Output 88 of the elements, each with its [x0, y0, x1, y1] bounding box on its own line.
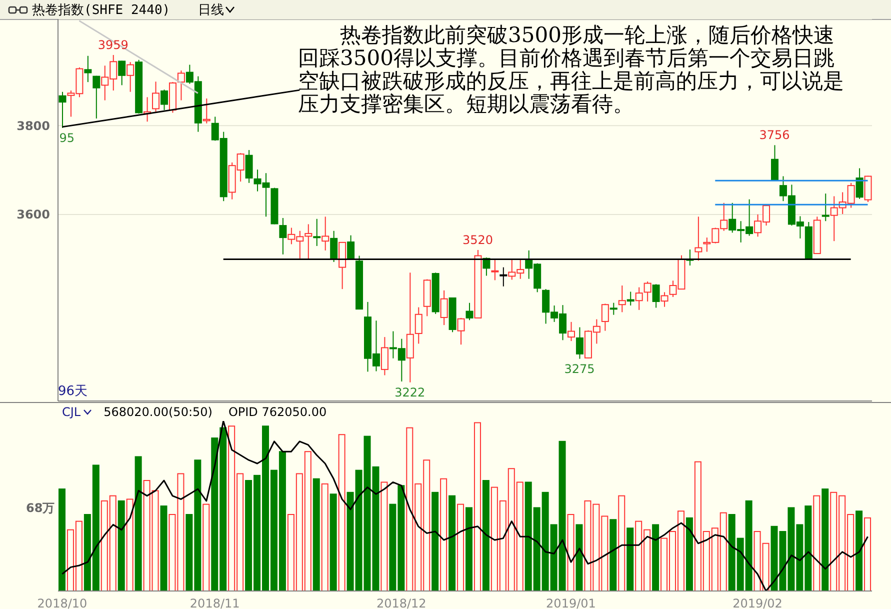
bar — [380, 482, 388, 591]
candlestick — [313, 218, 321, 246]
candlestick — [694, 216, 702, 262]
x-tick-label: 2019/02 — [732, 596, 782, 609]
annotation: 3275 — [564, 362, 595, 376]
candlestick — [864, 175, 872, 203]
candlestick — [118, 60, 126, 86]
candlestick — [347, 234, 355, 260]
candlestick — [152, 81, 160, 112]
bar — [813, 495, 820, 591]
candlestick — [491, 258, 499, 281]
x-tick-label: 2018/12 — [376, 596, 426, 609]
bar — [440, 478, 448, 591]
bar — [134, 456, 142, 591]
candlestick — [440, 290, 448, 326]
candlestick — [457, 317, 465, 346]
bar — [330, 494, 337, 591]
bar — [466, 507, 472, 591]
annotation: 3520 — [462, 232, 493, 247]
candlestick — [601, 303, 609, 332]
bar — [126, 498, 134, 591]
candlestick — [500, 266, 508, 287]
candlestick — [406, 272, 414, 383]
candlestick — [126, 62, 134, 92]
candlestick — [160, 89, 168, 111]
bar — [448, 495, 456, 591]
candlestick — [660, 292, 668, 308]
bar — [432, 492, 439, 591]
candlestick — [610, 302, 618, 316]
candlestick — [822, 193, 830, 222]
bar — [864, 517, 872, 591]
annotation: 96天 — [58, 383, 88, 400]
candlestick — [279, 217, 287, 255]
x-tick-label: 2018/10 — [37, 596, 88, 609]
bar — [626, 528, 634, 591]
y-tick-label: 3800 — [16, 118, 50, 133]
candlestick — [771, 144, 778, 181]
annotation: 95 — [59, 130, 75, 145]
annotation: 3959 — [98, 38, 128, 52]
bar — [686, 517, 693, 591]
candlestick — [635, 286, 643, 310]
chart-title: 热卷指数(SHFE 2440) — [32, 2, 170, 18]
chart-subtitle: 日线 — [198, 2, 224, 18]
bar — [618, 495, 626, 591]
bar — [321, 483, 328, 591]
candlestick — [202, 98, 210, 124]
candlestick — [644, 281, 652, 302]
chart-title: CJL — [62, 405, 81, 419]
bar — [652, 524, 660, 591]
text: 68万 — [26, 500, 55, 517]
candlestick — [177, 70, 185, 101]
bar — [474, 422, 481, 591]
annotation: 3756 — [759, 128, 790, 142]
candlestick — [652, 284, 660, 308]
bar — [856, 510, 863, 591]
candlestick — [856, 168, 864, 200]
bar — [576, 524, 583, 591]
bar — [822, 488, 829, 591]
candlestick — [58, 91, 66, 128]
bar — [58, 488, 66, 591]
bar — [567, 514, 574, 591]
candlestick — [414, 306, 422, 344]
bar — [610, 519, 617, 591]
candlestick — [330, 230, 338, 262]
candlestick — [618, 285, 626, 313]
candlestick — [380, 336, 388, 376]
annotation: 3222 — [394, 385, 426, 400]
bar — [118, 500, 125, 591]
candlestick — [576, 326, 584, 360]
bar — [338, 434, 346, 591]
text: OPID 762050.00 — [228, 405, 327, 419]
y-tick-label: 3600 — [16, 208, 50, 222]
candlestick — [92, 75, 100, 119]
candlestick — [568, 321, 575, 342]
x-tick-label: 2018/11 — [190, 596, 240, 609]
candlestick — [626, 291, 634, 306]
bar — [457, 504, 464, 591]
x-tick-label: 2019/01 — [546, 596, 596, 609]
text: 568020.00(50:50) — [104, 405, 212, 419]
annotation: 热卷指数此前突破3500形成一轮上涨，随后价格快速回踩3500得以支撑。目前价格遇到春节后第一个交易日跳空缺口被跌破形成的反压，再往上是前高的压力，可以说是压力支撑密集区。短期以震荡看待。 — [298, 23, 845, 116]
bar — [482, 480, 490, 591]
candlestick — [84, 55, 92, 83]
bar — [160, 506, 168, 591]
candlestick — [245, 150, 253, 184]
candlestick — [466, 302, 474, 321]
candlestick — [322, 216, 330, 251]
bar — [202, 504, 210, 591]
bar — [312, 478, 320, 591]
